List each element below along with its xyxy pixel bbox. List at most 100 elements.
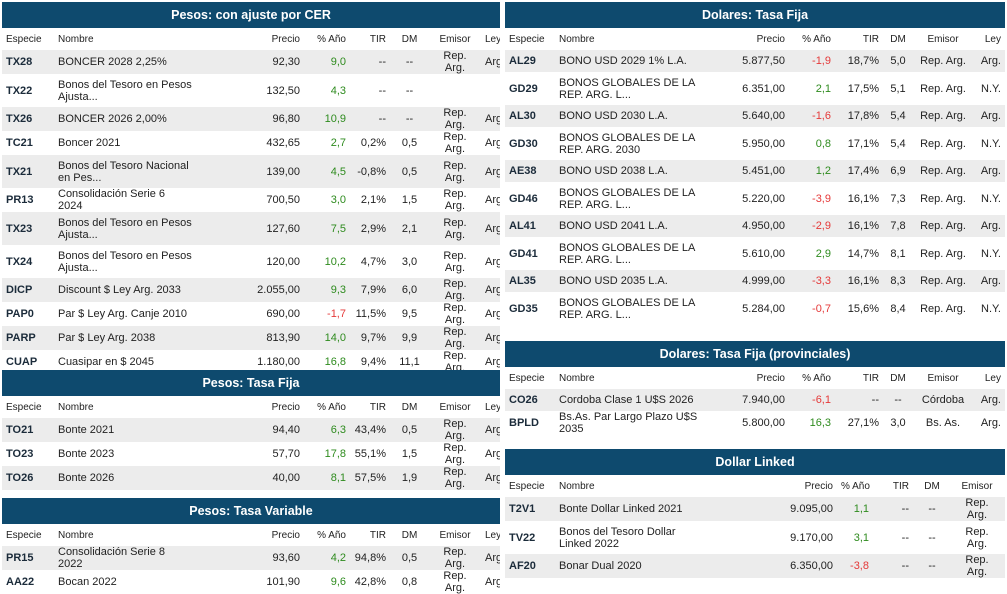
table-row[interactable]: TX22 Bonos del Tesoro en Pesos Ajusta... 1… bbox=[2, 74, 500, 107]
table-row[interactable]: TO21 Bonte 2021 94,40 6,3 43,4% 0,5 Rep. Arg. A… bbox=[2, 418, 500, 442]
column-header-dm[interactable]: DM bbox=[890, 372, 906, 384]
table-row[interactable]: PR15 Consolidación Serie 8 2022 93,60 4,2 94… bbox=[2, 546, 500, 570]
table-row[interactable]: TX28 BONCER 2028 2,25% 92,30 9,0 -- -- Rep. Ar… bbox=[2, 50, 500, 74]
column-header-nombre[interactable]: Nombre bbox=[58, 529, 94, 541]
column-header-pct[interactable]: % Año bbox=[317, 401, 346, 413]
column-header-pct[interactable]: % Año bbox=[317, 529, 346, 541]
cell-especie[interactable]: PR13 bbox=[2, 188, 54, 212]
cell-especie[interactable]: AL30 bbox=[505, 105, 555, 127]
column-header-nombre[interactable]: Nombre bbox=[559, 480, 595, 492]
column-header-nombre[interactable]: Nombre bbox=[58, 401, 94, 413]
table-row[interactable]: AF20 Bonar Dual 2020 6.350,00 -3,8 -- -- Rep. … bbox=[505, 554, 1005, 578]
cell-especie[interactable]: AE38 bbox=[505, 160, 555, 182]
table-row[interactable]: GD41 BONOS GLOBALES DE LA REP. ARG. L... 5… bbox=[505, 237, 1005, 270]
column-header-tir[interactable]: TIR bbox=[862, 33, 879, 45]
cell-especie[interactable]: TX26 bbox=[2, 107, 54, 131]
cell-especie[interactable]: TX22 bbox=[2, 74, 54, 107]
table-row[interactable]: AL29 BONO USD 2029 1% L.A. 5.877,50 -1,9 18,… bbox=[505, 50, 1005, 72]
table-row[interactable]: GD30 BONOS GLOBALES DE LA REP. ARG. 2030 5… bbox=[505, 127, 1005, 160]
column-header-precio[interactable]: Precio bbox=[756, 372, 785, 384]
column-header-dm[interactable]: DM bbox=[401, 529, 418, 541]
table-row[interactable]: AE38 BONO USD 2038 L.A. 5.451,00 1,2 17,4% 6,… bbox=[505, 160, 1005, 182]
column-header-dm[interactable]: DM bbox=[924, 480, 940, 492]
column-header-tir[interactable]: TIR bbox=[862, 372, 879, 384]
cell-especie[interactable]: GD29 bbox=[505, 72, 555, 105]
column-header-especie[interactable]: Especie bbox=[6, 33, 42, 45]
column-header-nombre[interactable]: Nombre bbox=[559, 372, 595, 384]
column-header-emisor[interactable]: Emisor bbox=[439, 401, 471, 413]
table-row[interactable]: TO26 Bonte 2026 40,00 8,1 57,5% 1,9 Rep. Arg. A… bbox=[2, 466, 500, 490]
table-row[interactable]: BPLD Bs.As. Par Largo Plazo U$S 2035 5.800… bbox=[505, 411, 1005, 435]
cell-especie[interactable]: TX24 bbox=[2, 245, 54, 278]
column-header-emisor[interactable]: Emisor bbox=[439, 529, 471, 541]
column-header-ley[interactable]: Ley bbox=[485, 401, 500, 413]
column-header-tir[interactable]: TIR bbox=[369, 529, 386, 541]
column-header-dm[interactable]: DM bbox=[401, 33, 418, 45]
column-header-dm[interactable]: DM bbox=[890, 33, 906, 45]
table-row[interactable]: T2V1 Bonte Dollar Linked 2021 9.095,00 1,1-… bbox=[505, 497, 1005, 521]
cell-especie[interactable]: AL35 bbox=[505, 270, 555, 292]
cell-especie[interactable]: GD35 bbox=[505, 292, 555, 325]
cell-especie[interactable]: T2V1 bbox=[505, 497, 555, 521]
table-row[interactable]: CO26 Cordoba Clase 1 U$S 2026 7.940,00 -6,1… bbox=[505, 389, 1005, 411]
table-row[interactable]: DICP Discount $ Ley Arg. 2033 2.055,00 9,3 7… bbox=[2, 278, 500, 302]
column-header-nombre[interactable]: Nombre bbox=[559, 33, 595, 45]
cell-especie[interactable]: AL29 bbox=[505, 50, 555, 72]
table-row[interactable]: GD29 BONOS GLOBALES DE LA REP. ARG. L... 6… bbox=[505, 72, 1005, 105]
cell-especie[interactable]: PAP0 bbox=[2, 302, 54, 326]
table-row[interactable]: TO23 Bonte 2023 57,70 17,8 55,1% 1,5 Rep. Arg.… bbox=[2, 442, 500, 466]
table-row[interactable]: TV22 Bonos del Tesoro Dollar Linked 2022 9… bbox=[505, 521, 1005, 554]
column-header-pct[interactable]: % Año bbox=[802, 33, 831, 45]
column-header-precio[interactable]: Precio bbox=[271, 529, 300, 541]
column-header-emisor[interactable]: Emisor bbox=[439, 33, 471, 45]
cell-especie[interactable]: TV22 bbox=[505, 521, 555, 554]
table-row[interactable]: GD46 BONOS GLOBALES DE LA REP. ARG. L... 5… bbox=[505, 182, 1005, 215]
cell-especie[interactable]: GD30 bbox=[505, 127, 555, 160]
column-header-especie[interactable]: Especie bbox=[509, 33, 545, 45]
cell-especie[interactable]: PR15 bbox=[2, 546, 54, 570]
column-header-precio[interactable]: Precio bbox=[271, 33, 300, 45]
table-row[interactable]: TC21 Boncer 2021 432,65 2,7 0,2% 0,5 Rep. Arg.… bbox=[2, 131, 500, 155]
cell-especie[interactable]: AF20 bbox=[505, 554, 555, 578]
table-row[interactable]: PARP Par $ Ley Arg. 2038 813,90 14,0 9,7% 9,9… bbox=[2, 326, 500, 350]
cell-especie[interactable]: AA22 bbox=[2, 570, 54, 594]
cell-especie[interactable]: TO26 bbox=[2, 466, 54, 490]
column-header-emisor[interactable]: Emisor bbox=[927, 33, 959, 45]
table-row[interactable]: GD35 BONOS GLOBALES DE LA REP. ARG. L... 5… bbox=[505, 292, 1005, 325]
table-row[interactable]: PR13 Consolidación Serie 6 2024 700,50 3,0 2… bbox=[2, 188, 500, 212]
table-row[interactable]: AL35 BONO USD 2035 L.A. 4.999,00 -3,3 16,1% 8… bbox=[505, 270, 1005, 292]
column-header-emisor[interactable]: Emisor bbox=[961, 480, 993, 492]
cell-especie[interactable]: TX28 bbox=[2, 50, 54, 74]
column-header-especie[interactable]: Especie bbox=[509, 480, 545, 492]
column-header-tir[interactable]: TIR bbox=[369, 401, 386, 413]
cell-especie[interactable]: BPLD bbox=[505, 411, 555, 435]
column-header-precio[interactable]: Precio bbox=[756, 33, 785, 45]
column-header-ley[interactable]: Ley bbox=[1003, 475, 1005, 497]
cell-especie[interactable]: GD41 bbox=[505, 237, 555, 270]
column-header-ley[interactable]: Ley bbox=[984, 33, 1001, 45]
column-header-pct[interactable]: % Año bbox=[841, 480, 870, 492]
cell-especie[interactable]: GD46 bbox=[505, 182, 555, 215]
column-header-ley[interactable]: Ley bbox=[485, 33, 500, 45]
table-row[interactable]: PAP0 Par $ Ley Arg. Canje 2010 690,00 -1,7 1… bbox=[2, 302, 500, 326]
column-header-emisor[interactable]: Emisor bbox=[927, 372, 959, 384]
table-row[interactable]: TX24 Bonos del Tesoro en Pesos Ajusta... 1… bbox=[2, 245, 500, 278]
column-header-ley[interactable]: Ley bbox=[984, 372, 1001, 384]
column-header-precio[interactable]: Precio bbox=[271, 401, 300, 413]
cell-especie[interactable]: CO26 bbox=[505, 389, 555, 411]
column-header-ley[interactable]: Ley bbox=[485, 529, 500, 541]
column-header-especie[interactable]: Especie bbox=[6, 401, 42, 413]
cell-especie[interactable]: PARP bbox=[2, 326, 54, 350]
column-header-tir[interactable]: TIR bbox=[369, 33, 386, 45]
cell-especie[interactable]: TC21 bbox=[2, 131, 54, 155]
cell-especie[interactable]: TO23 bbox=[2, 442, 54, 466]
cell-especie[interactable]: DICP bbox=[2, 278, 54, 302]
column-header-especie[interactable]: Especie bbox=[6, 529, 42, 541]
table-row[interactable]: TX21 Bonos del Tesoro Nacional en Pes... 1… bbox=[2, 155, 500, 188]
table-row[interactable]: TX26 BONCER 2026 2,00% 96,80 10,9 -- -- Rep. A… bbox=[2, 107, 500, 131]
table-row[interactable]: TX23 Bonos del Tesoro en Pesos Ajusta... 1… bbox=[2, 212, 500, 245]
column-header-pct[interactable]: % Año bbox=[317, 33, 346, 45]
cell-especie[interactable]: TX21 bbox=[2, 155, 54, 188]
cell-especie[interactable]: TX23 bbox=[2, 212, 54, 245]
cell-especie[interactable]: AL41 bbox=[505, 215, 555, 237]
